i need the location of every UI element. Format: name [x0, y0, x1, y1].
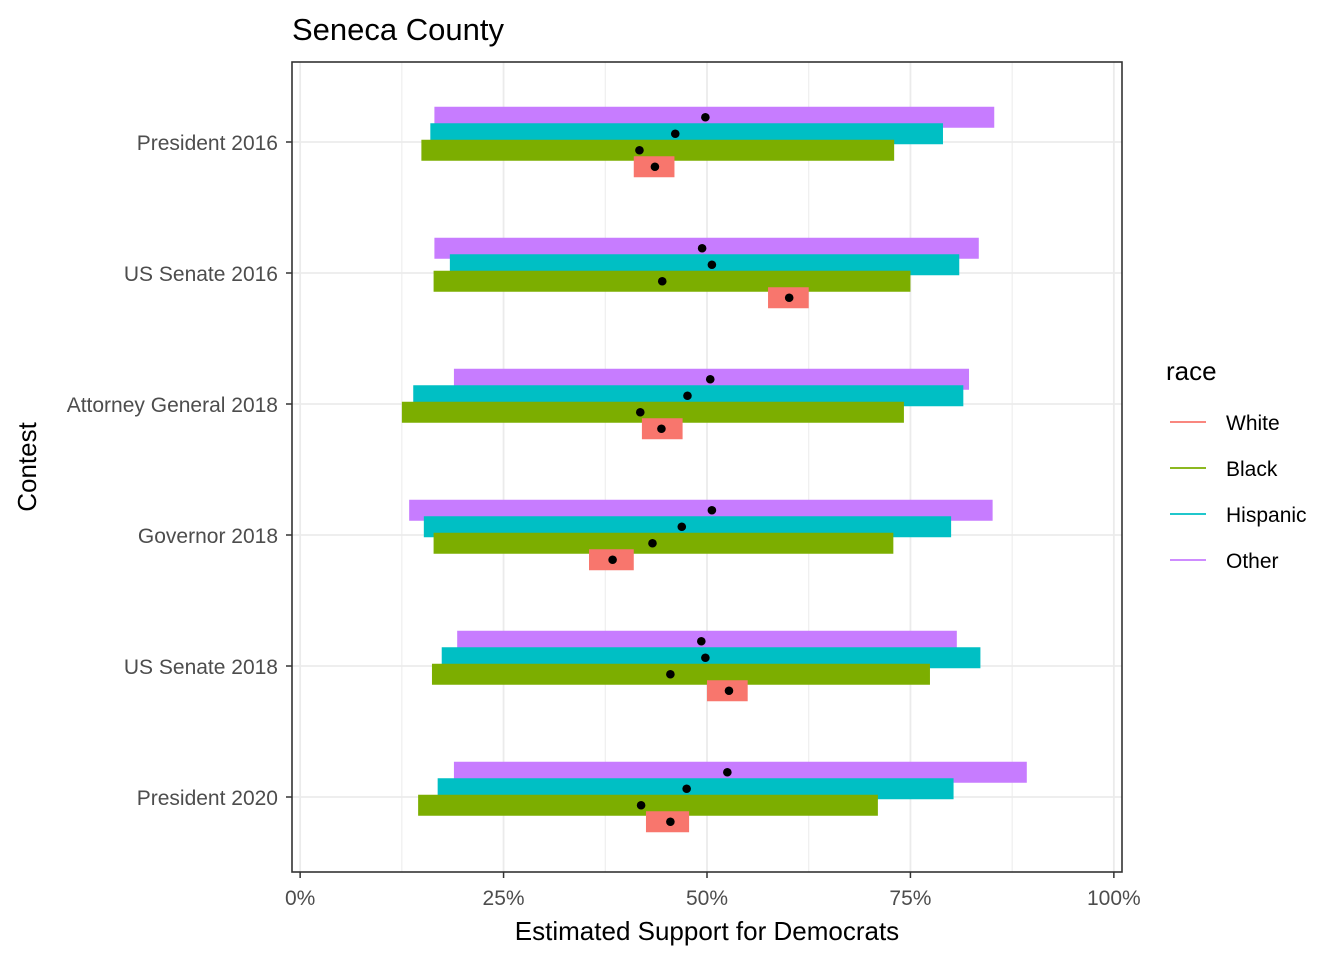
estimate-point-other — [701, 112, 710, 122]
x-axis: 0% 25% 50% 75% 100% — [285, 872, 1141, 910]
legend-label: Other — [1226, 550, 1279, 573]
y-tick-label: Attorney General 2018 — [67, 394, 278, 417]
interval-bar-hispanic — [423, 516, 952, 538]
estimate-point-white — [657, 424, 666, 434]
legend-label: Hispanic — [1226, 504, 1307, 527]
estimate-points — [608, 112, 794, 827]
estimate-point-black — [636, 800, 646, 810]
interval-bar-black — [433, 532, 894, 554]
estimate-point-other — [697, 636, 706, 646]
x-axis-title: Estimated Support for Democrats — [515, 916, 899, 946]
y-tick-label: President 2016 — [137, 132, 278, 155]
interval-bar-other — [434, 106, 995, 128]
interval-bar-hispanic — [441, 647, 981, 669]
interval-bar-black — [433, 270, 911, 292]
interval-bar-hispanic — [430, 123, 943, 145]
legend-label: Black — [1226, 458, 1278, 481]
estimate-point-black — [666, 669, 675, 679]
y-axis: President 2016 US Senate 2016 Attorney Gen… — [67, 132, 292, 810]
interval-bar-black — [418, 794, 878, 816]
y-tick-label: US Senate 2018 — [124, 656, 278, 679]
interval-bar-other — [457, 630, 957, 652]
x-tick-label: 75% — [889, 887, 931, 910]
legend-label: White — [1226, 412, 1280, 435]
interval-bar-hispanic — [449, 254, 960, 276]
interval-bar-other — [434, 237, 979, 259]
estimate-point-other — [707, 505, 717, 515]
interval-bar-other — [453, 761, 1027, 783]
bars — [401, 106, 1027, 833]
y-tick-label: President 2020 — [137, 787, 278, 810]
estimate-point-white — [784, 293, 794, 303]
interval-bar-other — [409, 499, 993, 521]
estimate-point-other — [723, 767, 732, 777]
x-tick-label: 25% — [483, 887, 525, 910]
estimate-point-hispanic — [707, 260, 717, 270]
estimate-point-black — [648, 538, 657, 548]
estimate-point-hispanic — [683, 391, 692, 401]
x-tick-label: 50% — [686, 887, 728, 910]
estimate-point-black — [635, 407, 645, 417]
estimate-point-black — [635, 145, 644, 155]
legend-title: race — [1166, 356, 1217, 386]
interval-bar-black — [421, 139, 895, 161]
estimate-point-other — [705, 374, 715, 384]
interval-bar-black — [431, 663, 930, 685]
y-axis-title: Contest — [12, 421, 42, 511]
interval-bar-hispanic — [437, 778, 954, 800]
chart-title: Seneca County — [292, 12, 504, 47]
estimate-point-hispanic — [677, 522, 687, 532]
estimate-point-white — [650, 162, 660, 172]
legend: race White Black Hispanic Other — [1166, 356, 1307, 573]
y-tick-label: US Senate 2016 — [124, 263, 278, 286]
x-tick-label: 0% — [285, 887, 315, 910]
estimate-point-hispanic — [670, 129, 680, 139]
estimate-point-black — [657, 276, 667, 286]
y-tick-label: Governor 2018 — [138, 525, 278, 548]
interval-bar-black — [401, 401, 904, 423]
estimate-point-hispanic — [701, 653, 710, 663]
x-tick-label: 100% — [1087, 887, 1141, 910]
estimate-point-white — [666, 817, 675, 827]
estimate-point-white — [724, 686, 734, 696]
estimate-point-other — [697, 243, 707, 253]
estimate-point-hispanic — [682, 784, 691, 794]
estimate-point-white — [608, 555, 617, 565]
